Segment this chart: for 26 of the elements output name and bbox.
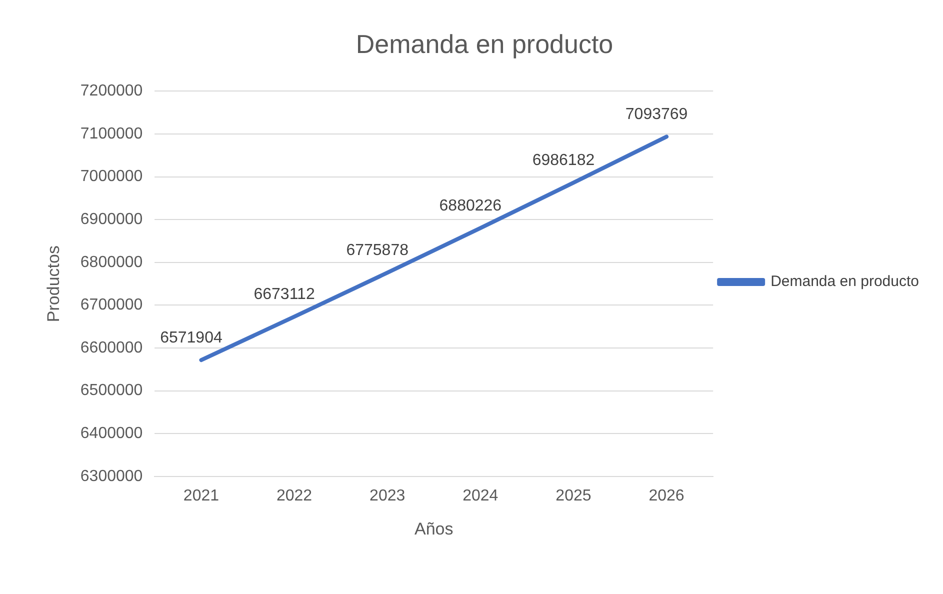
y-tick-label: 7200000 [80,82,143,100]
x-tick-label: 2023 [370,487,406,504]
data-label: 6775878 [346,242,409,260]
data-label: 7093769 [625,106,688,124]
y-axis-title: Productos [44,246,63,322]
x-tick-label: 2022 [276,487,312,504]
y-tick-label: 6300000 [80,468,143,485]
data-label: 6880226 [439,197,502,214]
x-tick-label: 2021 [183,487,220,504]
data-label: 6673112 [254,286,315,304]
data-label: 6986182 [532,152,595,170]
y-tick-label: 6600000 [80,339,143,356]
y-tick-label: 6900000 [80,211,143,228]
x-axis-title: Años [414,519,454,538]
data-label: 6571904 [160,329,222,346]
y-tick-label: 7000000 [80,168,143,186]
y-tick-label: 6700000 [80,296,143,314]
x-tick-label: 2026 [648,487,684,504]
y-tick-label: 6400000 [80,425,143,442]
y-tick-label: 6500000 [80,382,143,400]
legend-label: Demanda en producto [770,273,920,290]
x-tick-label: 2025 [556,487,592,504]
y-tick-label: 6800000 [80,254,143,271]
y-tick-label: 7100000 [80,125,143,142]
x-tick-label: 2024 [462,487,498,504]
chart-title: Demanda en producto [356,28,614,59]
